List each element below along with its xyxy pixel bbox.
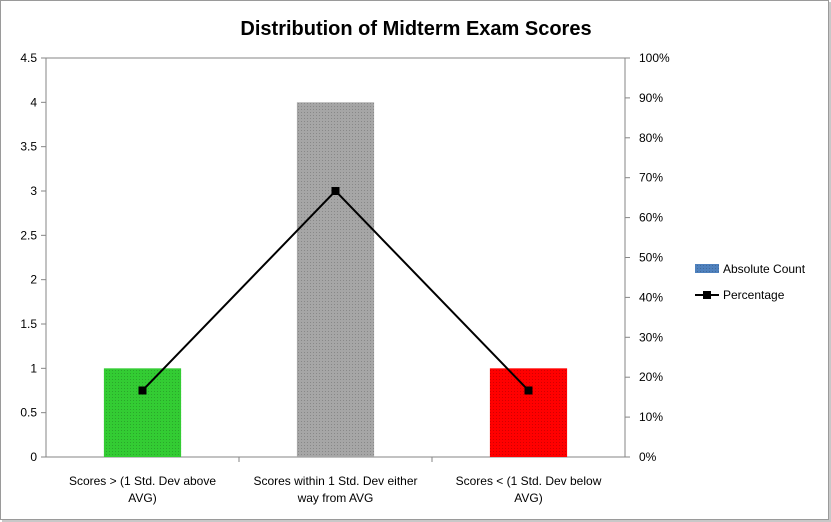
percentage-marker	[524, 386, 533, 395]
right-axis-tick-label: 70%	[639, 171, 663, 185]
legend-marker-percentage	[703, 291, 711, 299]
category-label: Scores < (1 Std. Dev below	[456, 474, 602, 488]
percentage-marker	[138, 386, 147, 395]
right-axis-tick-label: 0%	[639, 450, 657, 464]
left-axis-tick-label: 0	[30, 450, 37, 464]
legend-swatch-texture	[695, 264, 719, 273]
left-axis-tick-label: 0.5	[20, 406, 37, 420]
left-axis-tick-label: 1.5	[20, 317, 37, 331]
right-axis-tick-label: 10%	[639, 410, 663, 424]
category-label: Scores > (1 Std. Dev above	[69, 474, 216, 488]
plot-area: 0 0.5 1 1.5 2 2.5 3 3.5 4 4.5 0% 10% 20% 30% 40% 50% 60%…	[20, 51, 670, 505]
left-axis-tick-label: 4	[30, 95, 37, 109]
category-label: AVG)	[514, 491, 542, 505]
left-axis-tick-label: 3.5	[20, 140, 37, 154]
right-axis-tick-label: 50%	[639, 251, 663, 265]
chart-title: Distribution of Midterm Exam Scores	[240, 18, 591, 40]
left-axis-tick-label: 4.5	[20, 51, 37, 65]
percentage-marker	[331, 186, 340, 195]
left-axis-tick-label: 2.5	[20, 228, 37, 242]
right-axis-tick-label: 90%	[639, 91, 663, 105]
left-axis-tick-label: 2	[30, 273, 37, 287]
legend-label-absolute-count: Absolute Count	[723, 262, 806, 276]
right-axis-tick-label: 60%	[639, 211, 663, 225]
category-label: Scores within 1 Std. Dev either	[253, 474, 417, 488]
left-axis-tick-label: 1	[30, 361, 37, 375]
right-axis-tick-label: 80%	[639, 131, 663, 145]
category-label: AVG)	[128, 491, 156, 505]
legend-label-percentage: Percentage	[723, 288, 785, 302]
bar-texture	[296, 102, 375, 457]
bar-texture	[489, 368, 568, 457]
right-axis-tick-label: 100%	[639, 51, 670, 65]
category-label: way from AVG	[297, 491, 374, 505]
right-axis-tick-label: 20%	[639, 370, 663, 384]
left-axis-tick-label: 3	[30, 184, 37, 198]
legend: Absolute Count Percentage	[695, 262, 806, 302]
right-axis-tick-label: 30%	[639, 330, 663, 344]
right-axis-tick-label: 40%	[639, 290, 663, 304]
bar-texture	[103, 368, 182, 457]
